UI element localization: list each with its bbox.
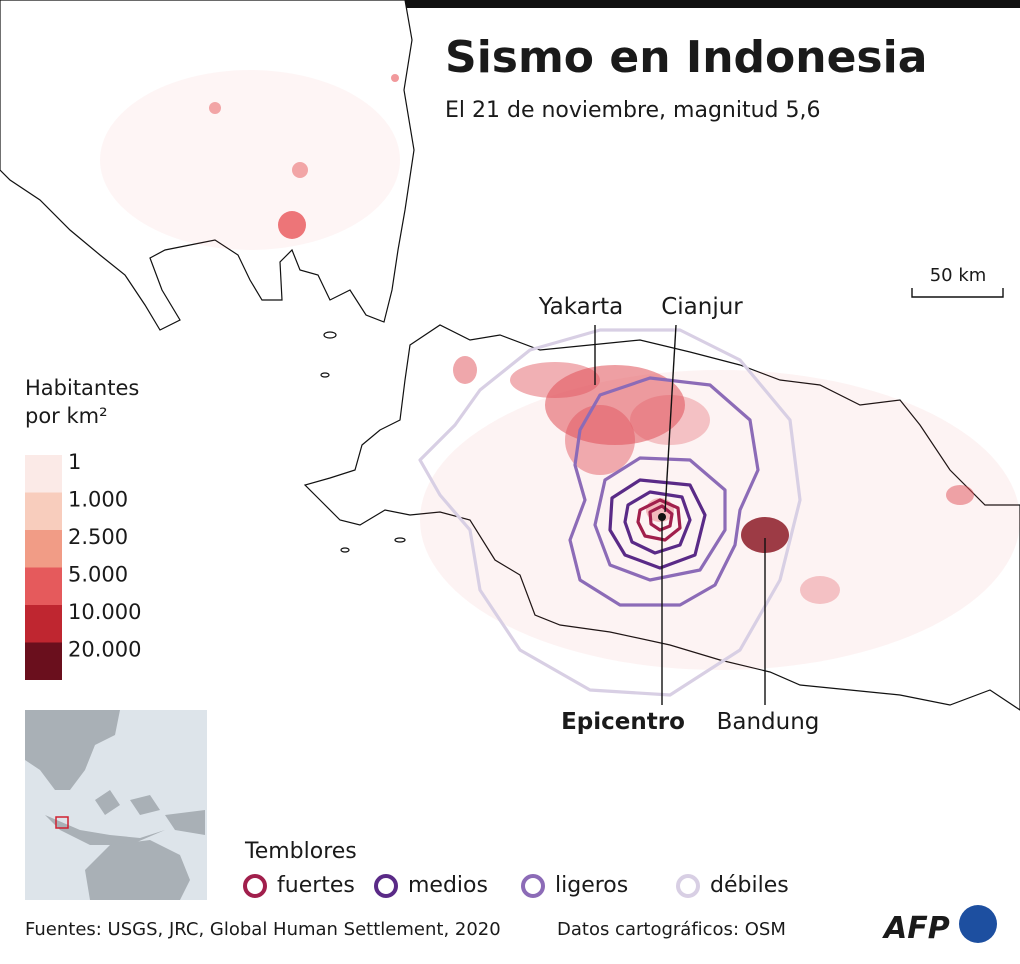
logo-dot — [959, 905, 997, 943]
place-label: Epicentro — [561, 709, 685, 735]
contour-light — [568, 376, 760, 607]
legend-label: 2.500 — [68, 525, 128, 549]
source-note: Datos cartográficos: OSM — [557, 919, 786, 940]
legend-swatch — [25, 605, 62, 643]
contour-medium — [623, 490, 692, 555]
legend-label: medios — [408, 873, 488, 898]
contour-strong — [636, 498, 682, 542]
legend-label: 1 — [68, 450, 81, 474]
scale-bar — [911, 288, 1004, 298]
place-label: Cianjur — [661, 294, 743, 320]
legend-label: fuertes — [277, 873, 355, 898]
leader-line — [664, 324, 677, 513]
legend-title: Temblores — [244, 839, 357, 864]
legend-title: Habitantes — [25, 376, 139, 400]
title: Sismo en Indonesia — [445, 32, 927, 83]
legend-swatch — [25, 642, 62, 680]
legend-label: 20.000 — [68, 638, 141, 662]
sumatra-land — [0, 0, 415, 331]
legend-ring — [521, 874, 545, 898]
legend-label: 10.000 — [68, 600, 141, 624]
source-note: Fuentes: USGS, JRC, Global Human Settlem… — [25, 919, 501, 940]
scale-label: 50 km — [930, 265, 987, 286]
legend-label: ligeros — [555, 873, 628, 898]
shaking-legend: fuertes medios ligeros débiles — [243, 873, 789, 898]
legend-ring — [243, 874, 267, 898]
subtitle: El 21 de noviembre, magnitud 5,6 — [445, 98, 820, 123]
top-bar — [405, 0, 1020, 8]
contour-medium — [608, 478, 707, 570]
islands — [320, 331, 406, 553]
legend-ring — [676, 874, 700, 898]
sumatra-density — [100, 70, 400, 250]
legend-label: 5.000 — [68, 563, 128, 587]
legend-label: débiles — [710, 873, 789, 898]
legend-swatch — [25, 492, 62, 530]
logo: AFP — [882, 911, 950, 946]
density-legend: 1 1.000 2.500 5.000 10.000 20.000 — [25, 450, 141, 680]
contour-strong — [648, 504, 674, 532]
inset-map — [25, 710, 207, 900]
legend-swatch — [25, 530, 62, 568]
contour-weak — [418, 328, 802, 697]
legend-swatch — [25, 455, 62, 493]
legend-label: 1.000 — [68, 488, 128, 512]
place-label: Bandung — [717, 709, 820, 735]
legend-swatch — [25, 567, 62, 605]
place-label: Yakarta — [538, 294, 624, 320]
contour-light — [593, 456, 727, 582]
epicenter-dot — [658, 513, 666, 521]
legend-ring — [374, 874, 398, 898]
legend-title: por km² — [25, 404, 108, 428]
